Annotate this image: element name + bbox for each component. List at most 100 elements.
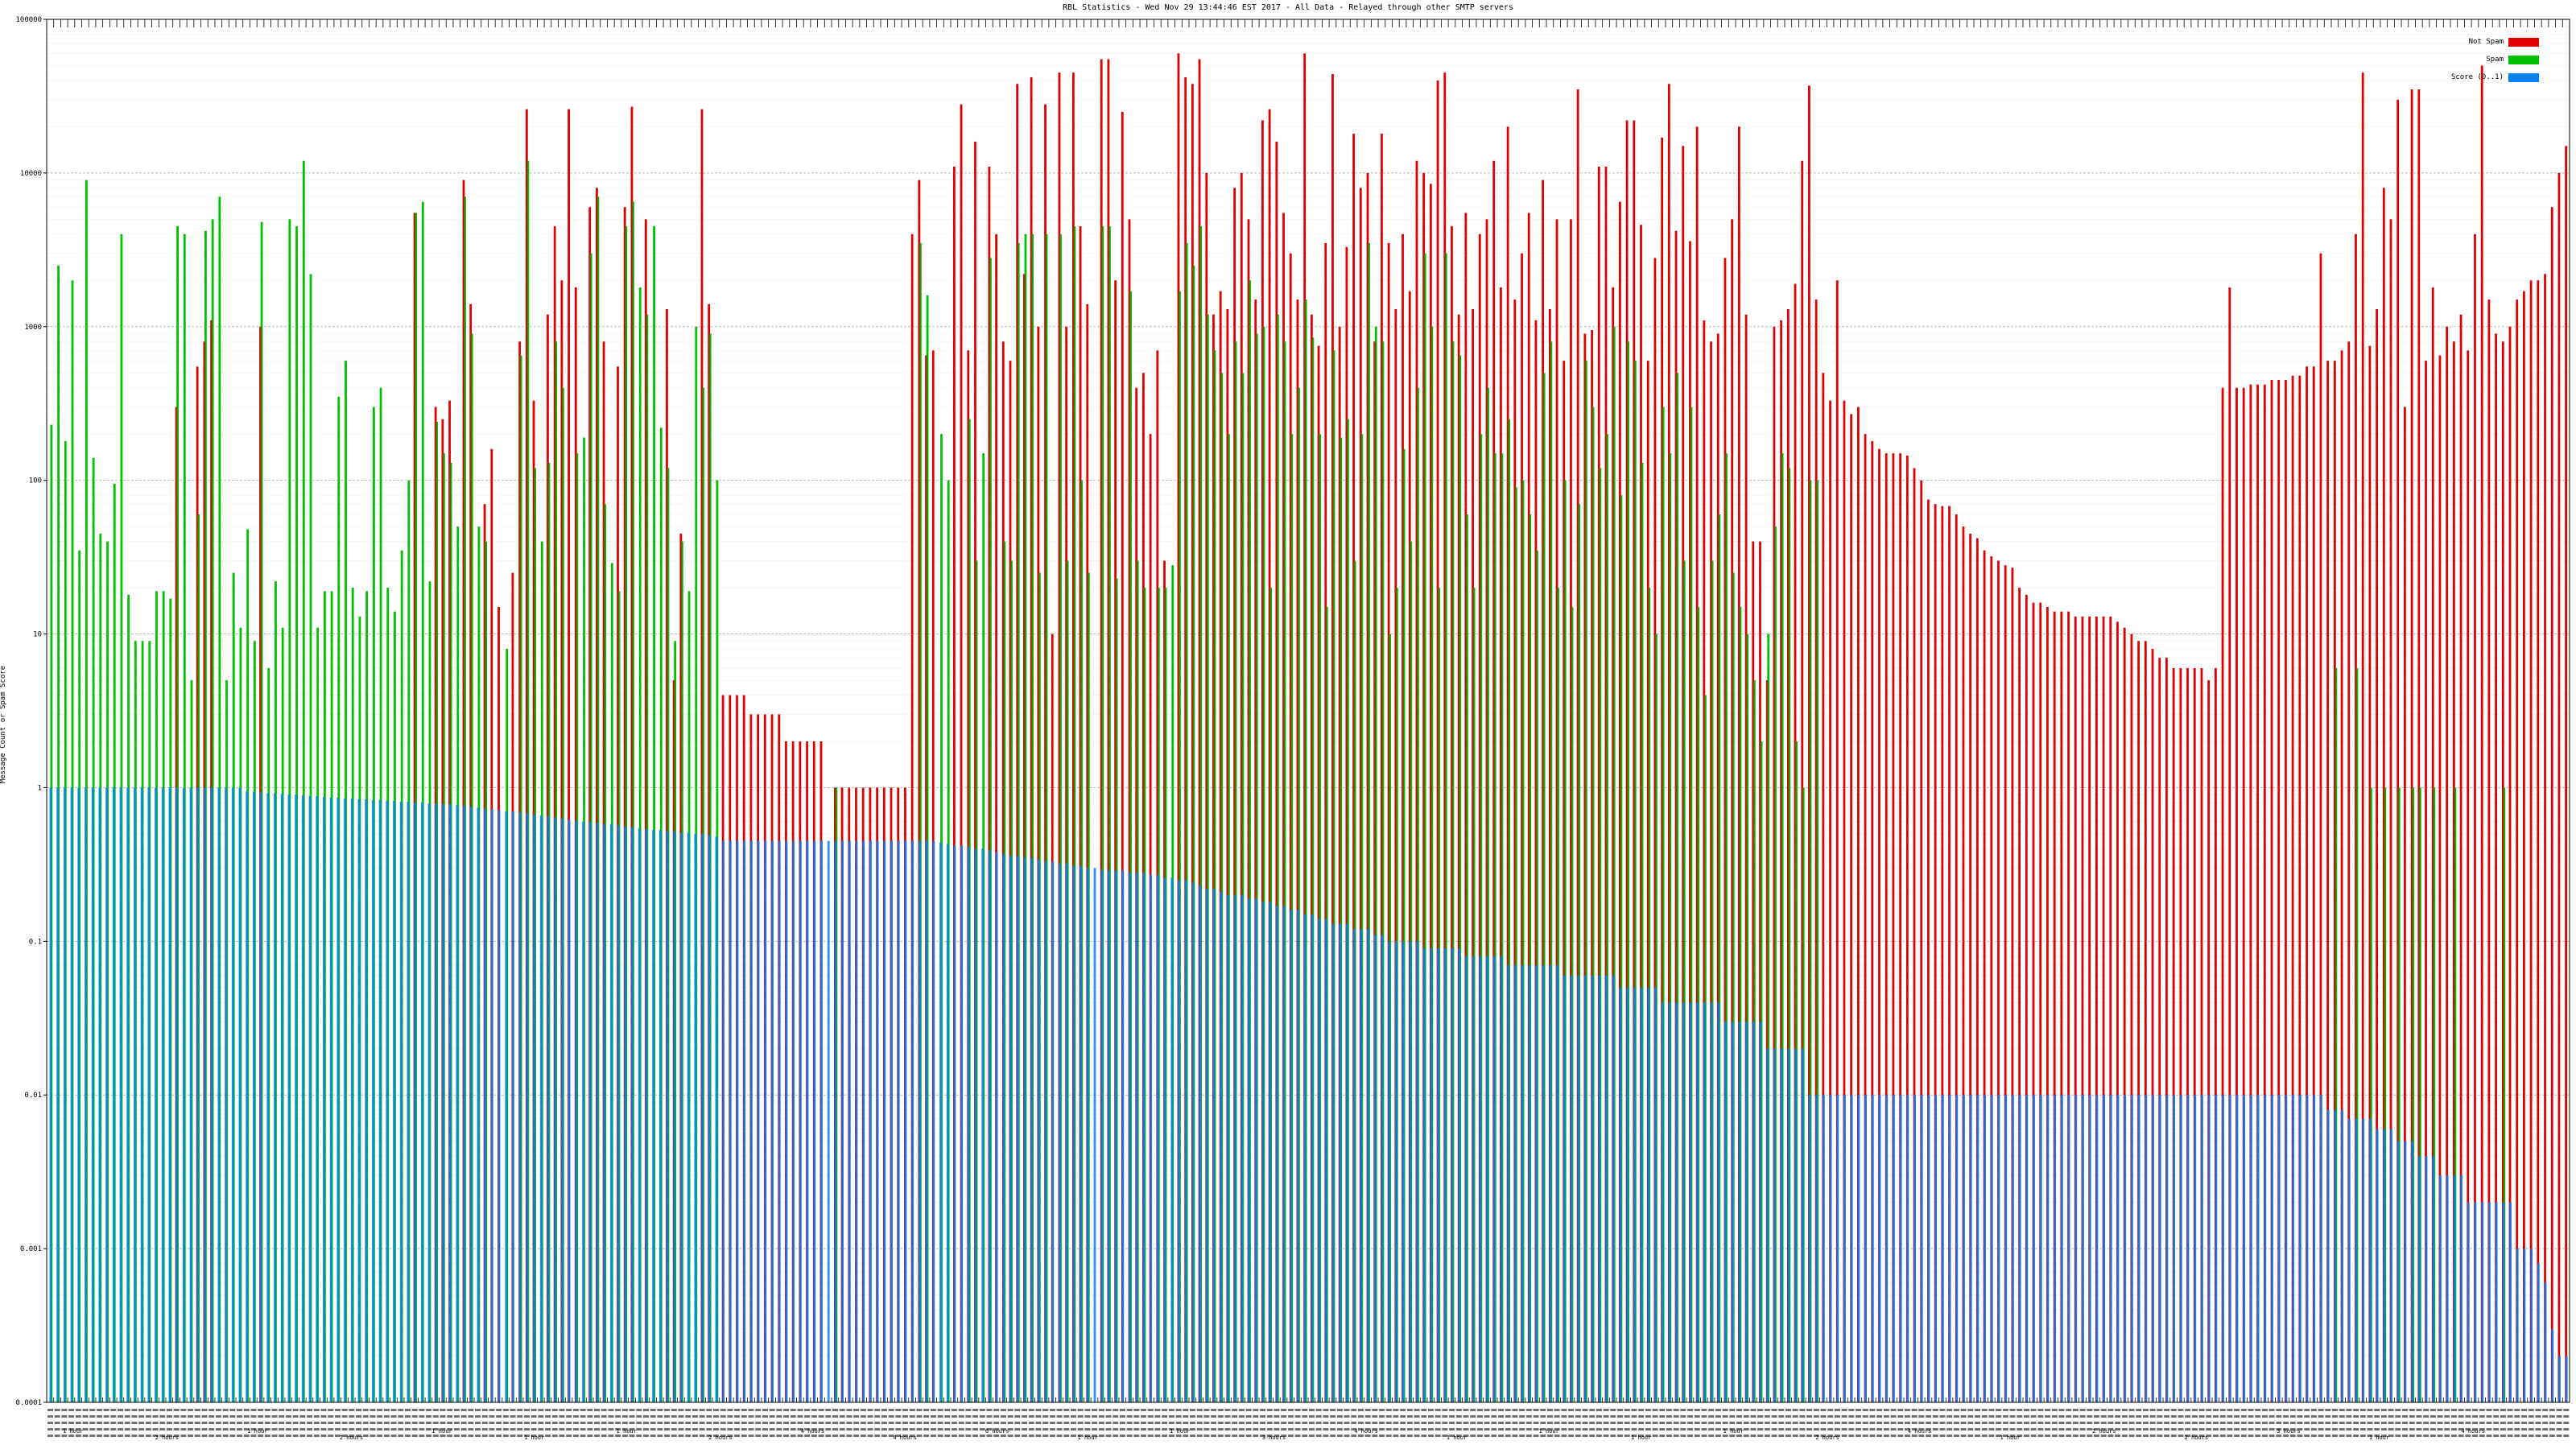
x-tick-label-glyphs	[2002, 1422, 2008, 1424]
x-tick-label-glyphs	[118, 1435, 124, 1437]
bar-score	[2432, 1156, 2435, 1402]
x-tick-label-glyphs	[1406, 1422, 1413, 1424]
x-tick-label-glyphs	[1596, 1422, 1602, 1424]
x-time-label: 2 hours	[708, 1435, 733, 1441]
x-tick-label-glyphs	[734, 1428, 741, 1430]
x-tick-label-glyphs	[1743, 1435, 1749, 1437]
x-tick-label-glyphs	[1357, 1409, 1364, 1411]
x-tick-label-glyphs	[1890, 1422, 1897, 1424]
x-tick-label-glyphs	[2121, 1422, 2128, 1424]
x-tick-label-glyphs	[1603, 1409, 1609, 1411]
x-tick-label-glyphs	[124, 1435, 130, 1437]
x-tick-label-glyphs	[2458, 1435, 2464, 1437]
x-tick-label-glyphs	[993, 1422, 1000, 1424]
x-tick-label-glyphs	[1385, 1428, 1392, 1430]
bar-spam	[1206, 314, 1209, 1402]
x-tick-label-glyphs	[1077, 1422, 1084, 1424]
x-tick-label-glyphs	[229, 1409, 236, 1411]
bar-score	[469, 807, 473, 1402]
x-tick-label-glyphs	[1827, 1415, 1834, 1418]
x-tick-label-glyphs	[377, 1435, 383, 1437]
x-tick-label-glyphs	[258, 1428, 264, 1430]
x-tick-label-glyphs	[2037, 1409, 2044, 1411]
bar-score	[2285, 1095, 2288, 1402]
bar-not-spam	[595, 188, 598, 1402]
x-tick-label-glyphs	[1042, 1422, 1049, 1424]
x-tick-label-glyphs	[2107, 1435, 2114, 1437]
x-tick-label-glyphs	[1715, 1415, 1721, 1418]
x-tick-label-glyphs	[299, 1428, 306, 1430]
x-tick-label-glyphs	[47, 1422, 53, 1424]
x-tick-label-glyphs	[1498, 1435, 1505, 1437]
bar-spam	[1332, 350, 1335, 1403]
bar-not-spam	[1955, 514, 1958, 1402]
x-tick-label-glyphs	[909, 1428, 915, 1430]
x-tick-label-glyphs	[1729, 1422, 1736, 1424]
x-tick-label-glyphs	[937, 1435, 943, 1437]
x-tick-label-glyphs	[769, 1428, 775, 1430]
y-tick-label: 100	[29, 477, 42, 485]
x-tick-label-glyphs	[2164, 1435, 2170, 1437]
bar-not-spam	[2144, 641, 2147, 1402]
x-tick-label-glyphs	[1063, 1428, 1070, 1430]
x-tick-label-glyphs	[2206, 1409, 2212, 1411]
bar-not-spam	[1990, 556, 1993, 1402]
bar-score	[427, 803, 431, 1402]
x-tick-label-glyphs	[2444, 1409, 2450, 1411]
x-tick-label-glyphs	[2234, 1435, 2240, 1437]
x-tick-label-glyphs	[243, 1415, 250, 1418]
x-tick-label-glyphs	[1400, 1435, 1406, 1437]
bar-score	[2033, 1095, 2035, 1402]
bar-score	[2537, 1263, 2540, 1402]
x-tick-label-glyphs	[1253, 1422, 1259, 1424]
x-tick-label-glyphs	[1785, 1435, 1791, 1437]
bar-not-spam	[1296, 299, 1299, 1402]
bar-spam	[1550, 341, 1553, 1402]
bar-score	[736, 840, 739, 1402]
bar-score	[1871, 1095, 1874, 1402]
bar-score	[2264, 1095, 2267, 1402]
x-tick-label-glyphs	[2240, 1415, 2247, 1418]
bar-overlap	[1774, 526, 1776, 1403]
x-tick-label-glyphs	[1077, 1435, 1084, 1437]
x-tick-label-glyphs	[1743, 1415, 1749, 1418]
bar-not-spam	[1338, 326, 1341, 1402]
x-tick-label-glyphs	[96, 1415, 102, 1418]
x-tick-label-glyphs	[1926, 1409, 1932, 1411]
x-tick-label-glyphs	[2339, 1428, 2345, 1430]
x-time-label: 1 hour	[1538, 1428, 1558, 1435]
x-tick-label-glyphs	[1596, 1435, 1602, 1437]
bar-score	[2074, 1095, 2078, 1402]
x-tick-label-glyphs	[678, 1409, 684, 1411]
x-tick-label-glyphs	[460, 1422, 467, 1424]
x-tick-label-glyphs	[1856, 1415, 1861, 1418]
bar-score	[119, 787, 122, 1402]
bar-not-spam	[2361, 72, 2364, 1402]
x-tick-label-glyphs	[1203, 1428, 1210, 1430]
x-tick-label-glyphs	[888, 1415, 894, 1418]
x-tick-label-glyphs	[419, 1415, 425, 1418]
x-tick-label-glyphs	[1939, 1422, 1946, 1424]
bar-score	[617, 825, 620, 1402]
bar-spam	[1746, 634, 1749, 1402]
x-tick-label-glyphs	[1098, 1422, 1104, 1424]
bar-score	[147, 787, 151, 1402]
x-tick-label-glyphs	[2017, 1428, 2023, 1430]
x-tick-label-glyphs	[2402, 1428, 2409, 1430]
bar-score	[238, 787, 242, 1402]
x-tick-label-glyphs	[2100, 1435, 2107, 1437]
x-tick-label-glyphs	[1211, 1415, 1217, 1418]
x-tick-label-glyphs	[2521, 1435, 2528, 1437]
x-tick-label-glyphs	[328, 1422, 334, 1424]
x-tick-label-glyphs	[307, 1422, 313, 1424]
x-tick-label-glyphs	[1323, 1422, 1329, 1424]
bar-spam	[1179, 291, 1181, 1403]
x-tick-label-glyphs	[383, 1415, 390, 1418]
bar-not-spam	[588, 207, 592, 1403]
x-tick-label-glyphs	[1736, 1428, 1743, 1430]
x-tick-label-glyphs	[1996, 1428, 2002, 1430]
x-tick-label-glyphs	[1463, 1435, 1469, 1437]
bar-not-spam	[2516, 299, 2519, 1402]
x-tick-label-glyphs	[1890, 1428, 1897, 1430]
bar-spam	[2384, 787, 2387, 1402]
